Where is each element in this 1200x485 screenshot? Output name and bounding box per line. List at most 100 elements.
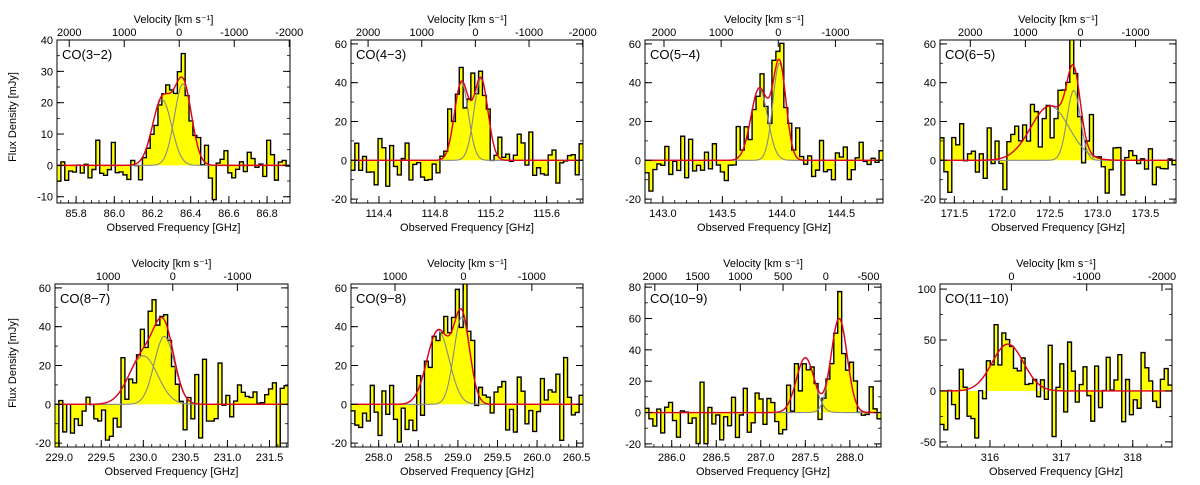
spectrum-histogram xyxy=(351,284,583,443)
spectrum-channel xyxy=(704,412,709,444)
spectrum-channel xyxy=(829,363,835,413)
spectrum-channel xyxy=(146,148,151,166)
y-tick-label: 20 xyxy=(335,361,347,373)
velocity-tick-label: 1000 xyxy=(409,27,433,39)
x-tick-label: 86.0 xyxy=(104,208,125,220)
spectrum-channel xyxy=(163,314,168,405)
x-tick-label: 287.5 xyxy=(792,452,820,464)
spectrum-channel xyxy=(57,165,62,182)
spectrum-channel xyxy=(278,162,283,166)
spectrum-histogram xyxy=(940,323,1172,439)
spectrum-channel xyxy=(555,160,561,184)
spectrum-channel xyxy=(1156,390,1161,408)
spectrum-channel xyxy=(680,136,685,161)
spectrum-channel xyxy=(720,160,725,172)
spectrum-channel xyxy=(486,109,491,161)
spectrum-channel xyxy=(280,388,285,405)
spectrum-channel xyxy=(843,147,848,161)
velocity-tick-label: 500 xyxy=(774,271,792,283)
spectrum-channel xyxy=(497,137,503,161)
spectrum-channel xyxy=(1117,354,1123,391)
spectrum-channel xyxy=(700,160,705,171)
spectrum-channel xyxy=(463,284,468,405)
spectrum-channel xyxy=(55,404,60,447)
spectrum-channel xyxy=(766,398,772,413)
spectrum-channel xyxy=(175,384,180,405)
spectrum-channel xyxy=(664,146,670,161)
spectrum-channel xyxy=(420,404,425,416)
plot-frame xyxy=(56,39,291,204)
spectrum-channel xyxy=(68,165,73,172)
total-fit-line xyxy=(645,317,881,414)
spectrum-channel xyxy=(767,123,773,161)
velocity-tick-label: 0 xyxy=(1008,271,1014,283)
spectrum-channel xyxy=(64,165,69,181)
spectrum-channel xyxy=(955,144,960,161)
y-tick-label: 60 xyxy=(335,39,347,51)
spectrum-channel xyxy=(532,160,537,176)
spectrum-channel xyxy=(497,387,503,405)
spectrum-channel xyxy=(974,390,979,438)
velocity-tick-label: 2000 xyxy=(356,27,380,39)
spectrum-channel xyxy=(513,155,518,161)
x-tick-label: 288.0 xyxy=(836,452,864,464)
spectrum-channel xyxy=(231,165,236,178)
panel-5: 258.0 258.5 259.0 259.5 260.0 260.5 Observed F… xyxy=(331,258,590,478)
y-tick-label: 100 xyxy=(918,284,936,296)
spectrum-channel xyxy=(183,404,188,430)
spectrum-channel xyxy=(227,165,233,173)
spectrum-channel xyxy=(688,412,693,424)
spectrum-channel xyxy=(783,107,789,161)
spectrum-channel xyxy=(1063,390,1068,412)
spectrum-channel xyxy=(959,369,964,391)
spectrum-channel xyxy=(1125,379,1130,391)
spectrum-channel xyxy=(859,142,864,161)
spectrum-channel xyxy=(999,160,1004,164)
spectrum-channel xyxy=(121,357,126,405)
spectrum-channel xyxy=(552,392,557,405)
spectrum-channel xyxy=(810,367,815,413)
total-fit-line xyxy=(351,308,583,406)
spectrum-channel xyxy=(362,156,367,161)
spectrum-channel xyxy=(660,412,665,433)
spectrum-channel xyxy=(994,324,999,391)
spectrum-channel xyxy=(235,165,240,170)
spectrum-channel xyxy=(940,137,945,161)
spectrum-channel xyxy=(707,407,713,413)
spectrum-channel xyxy=(128,379,133,405)
spectrum-channel xyxy=(1117,147,1122,161)
spectrum-channel xyxy=(1058,90,1063,161)
spectrum-channel xyxy=(206,404,211,422)
spectrum-channel xyxy=(727,412,732,426)
top-axis-label: Velocity [km s⁻¹] xyxy=(134,14,214,26)
spectrum-channel xyxy=(351,160,356,171)
velocity-tick-label: 1000 xyxy=(1013,27,1037,39)
spectrum-channel xyxy=(82,404,87,412)
spectrum-channel xyxy=(521,142,526,161)
spectrum-channel xyxy=(233,401,238,405)
panel-0: 85.8 86.0 86.2 86.4 86.6 86.8 Observed Frequen… xyxy=(37,14,303,234)
x-tick-label: 86.2 xyxy=(142,208,163,220)
spectrum-channel xyxy=(1028,383,1034,391)
spectrum-channel xyxy=(210,404,215,422)
spectrum-channel xyxy=(1133,390,1138,400)
velocity-tick-label: -2000 xyxy=(569,27,597,39)
spectrum-channel xyxy=(451,121,456,161)
spectrum-channel xyxy=(723,412,728,417)
spectrum-channel xyxy=(1018,140,1023,161)
spectrum-channel xyxy=(536,404,541,412)
velocity-tick-label: -1000 xyxy=(1073,271,1101,283)
spectrum-channel xyxy=(563,357,568,405)
spectrum-channel xyxy=(967,153,972,161)
velocity-tick-label: 0 xyxy=(472,27,478,39)
spectrum-channel xyxy=(967,390,972,417)
spectrum-channel xyxy=(412,404,418,431)
spectrum-channel xyxy=(80,165,85,174)
spectrum-channel xyxy=(478,71,483,161)
spectrum-channel xyxy=(155,325,161,405)
spectrum-channel xyxy=(544,399,549,405)
y-tick-label: 60 xyxy=(629,39,641,51)
x-tick-label: 258.0 xyxy=(365,452,393,464)
y-tick-label: -20 xyxy=(331,438,347,450)
